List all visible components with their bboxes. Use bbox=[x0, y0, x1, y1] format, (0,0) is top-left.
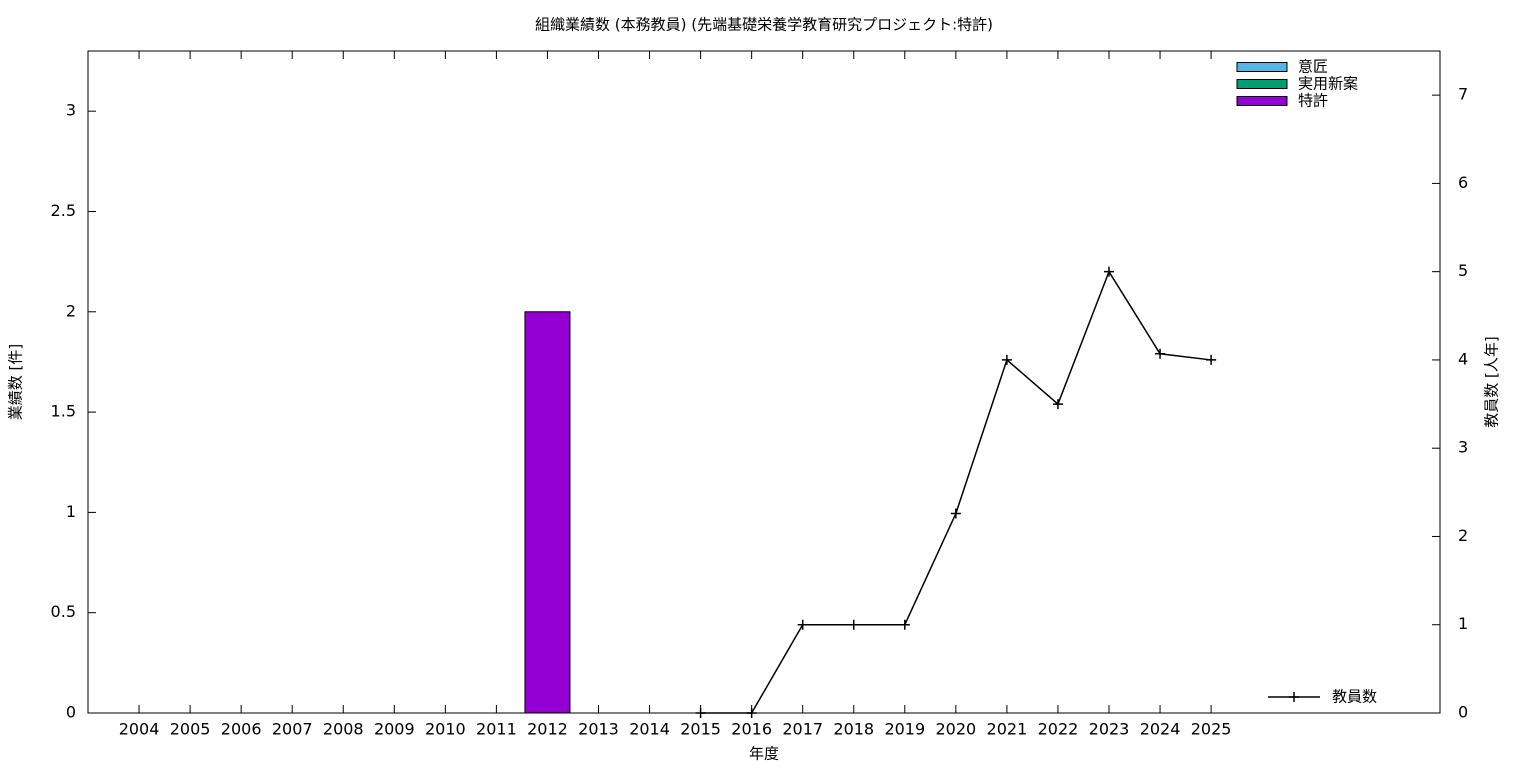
legend-swatch bbox=[1236, 62, 1288, 72]
legend-point bbox=[1289, 692, 1299, 702]
line bbox=[700, 269, 1212, 714]
x-tick-label: 2010 bbox=[425, 720, 466, 739]
y-tick-label: 0.5 bbox=[51, 602, 76, 621]
x-tick-label: 2024 bbox=[1140, 720, 1181, 739]
legend-label: 実用新案 bbox=[1298, 75, 1358, 93]
point bbox=[1104, 266, 1114, 277]
legend-swatch bbox=[1236, 79, 1288, 89]
x-tick-label: 2013 bbox=[578, 720, 619, 739]
point bbox=[1155, 348, 1166, 359]
y-tick-label: 2 bbox=[66, 301, 76, 320]
x-tick-label: 2006 bbox=[221, 720, 262, 739]
y2-tick-label: 7 bbox=[1458, 85, 1468, 104]
bar bbox=[524, 311, 571, 714]
y2-axis-label: 教員数 [人年] bbox=[1483, 336, 1501, 427]
x-tick-label: 2008 bbox=[323, 720, 364, 739]
x-tick-label: 2022 bbox=[1038, 720, 1079, 739]
y2-tick-label: 5 bbox=[1458, 261, 1468, 280]
x-axis-label: 年度 bbox=[749, 745, 779, 763]
x-tick-label: 2004 bbox=[119, 720, 160, 739]
point bbox=[746, 708, 757, 718]
x-tick-label: 2025 bbox=[1191, 720, 1232, 739]
y2-tick-label: 4 bbox=[1458, 349, 1468, 368]
x-tick-label: 2021 bbox=[987, 720, 1028, 739]
legend-label: 意匠 bbox=[1298, 58, 1328, 76]
x-tick-label: 2018 bbox=[833, 720, 874, 739]
y-tick-label: 0 bbox=[66, 703, 76, 722]
x-tick-label: 2019 bbox=[884, 720, 925, 739]
x-tick-label: 2015 bbox=[680, 720, 721, 739]
y-tick-label: 1 bbox=[66, 502, 76, 521]
x-tick-label: 2016 bbox=[731, 720, 772, 739]
point bbox=[797, 619, 808, 630]
x-tick-label: 2009 bbox=[374, 720, 415, 739]
legend-swatch bbox=[1236, 96, 1288, 106]
point bbox=[1001, 354, 1012, 365]
x-tick-label: 2007 bbox=[272, 720, 313, 739]
x-tick-label: 2020 bbox=[935, 720, 976, 739]
chart-title: 組織業績数 (本務教員) (先端基礎栄養学教育研究プロジェクト:特許) bbox=[535, 16, 993, 34]
y-tick-label: 1.5 bbox=[51, 402, 76, 421]
point bbox=[1052, 399, 1063, 410]
y-tick-label: 2.5 bbox=[51, 201, 76, 220]
y2-tick-label: 1 bbox=[1458, 614, 1468, 633]
y2-tick-label: 2 bbox=[1458, 526, 1468, 545]
y-axis-label: 業績数 [件] bbox=[7, 344, 25, 420]
legend-label: 特許 bbox=[1298, 92, 1328, 110]
point bbox=[695, 708, 706, 718]
x-tick-label: 2023 bbox=[1089, 720, 1130, 739]
x-tick-label: 2005 bbox=[170, 720, 211, 739]
x-tick-label: 2012 bbox=[527, 720, 568, 739]
point bbox=[950, 508, 961, 519]
y2-tick-label: 3 bbox=[1458, 438, 1468, 457]
y2-tick-label: 0 bbox=[1458, 703, 1468, 722]
point bbox=[1206, 354, 1217, 365]
x-tick-label: 2014 bbox=[629, 720, 670, 739]
x-tick-label: 2011 bbox=[476, 720, 517, 739]
x-tick-label: 2017 bbox=[782, 720, 823, 739]
legend-label: 教員数 bbox=[1332, 688, 1377, 706]
y2-tick-label: 6 bbox=[1458, 173, 1468, 192]
point bbox=[848, 619, 859, 630]
y-tick-label: 3 bbox=[66, 101, 76, 120]
plot-frame bbox=[87, 50, 1441, 714]
point bbox=[899, 619, 910, 630]
